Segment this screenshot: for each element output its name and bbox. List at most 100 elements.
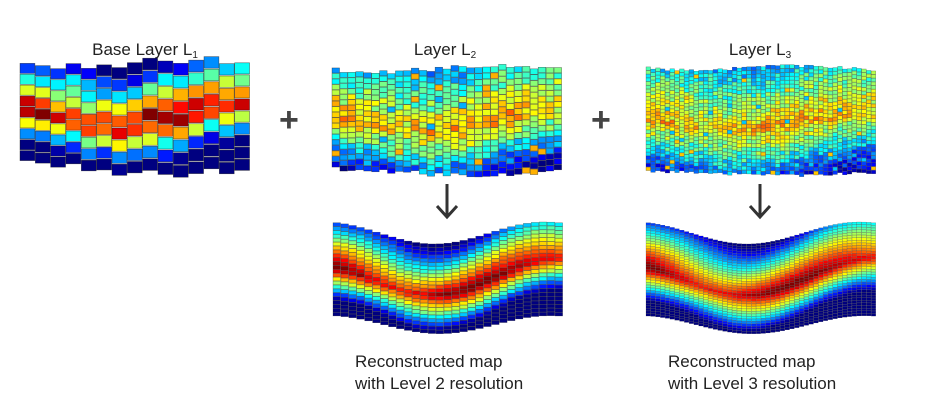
map-cell [780, 320, 785, 324]
map-cell [842, 275, 848, 278]
map-cell [799, 292, 805, 296]
map-cell [871, 240, 876, 244]
map-cell [861, 253, 867, 256]
map-cell [827, 233, 833, 236]
map-cell [650, 259, 656, 263]
map-cell [751, 74, 757, 79]
map-cell [693, 234, 699, 237]
map-cell [669, 105, 675, 109]
map-cell [813, 132, 819, 137]
map-cell [458, 96, 467, 103]
map-cell [708, 315, 713, 319]
map-cell [751, 109, 757, 113]
map-cell [712, 91, 718, 96]
map-cell [459, 301, 468, 306]
map-cell [736, 79, 742, 84]
map-cell [789, 280, 795, 283]
map-cell [832, 303, 838, 306]
map-cell [775, 319, 781, 322]
map-cell [827, 227, 833, 231]
map-cell [794, 234, 800, 238]
map-cell [708, 308, 713, 311]
map-cell [669, 90, 675, 95]
map-cell [396, 250, 405, 255]
map-cell [499, 260, 508, 265]
map-cell [545, 119, 554, 126]
map-cell [530, 68, 539, 75]
map-cell [669, 101, 675, 106]
map-cell [827, 272, 833, 276]
map-cell [827, 280, 833, 284]
map-cell [669, 247, 675, 251]
map-cell [650, 109, 656, 114]
map-cell [866, 122, 872, 126]
map-cell [65, 119, 82, 131]
map-cell [507, 250, 516, 255]
map-cell [765, 292, 771, 296]
map-cell [803, 68, 809, 73]
map-cell [861, 305, 867, 309]
map-cell [818, 298, 824, 301]
map-cell [866, 133, 872, 137]
map-cell [712, 264, 718, 268]
map-cell [784, 88, 790, 93]
map-cell [403, 110, 412, 116]
map-cell [861, 227, 867, 230]
map-cell [751, 328, 757, 332]
map-cell [861, 242, 867, 246]
map-cell [173, 165, 189, 178]
map-cell [515, 287, 524, 292]
map-cell [674, 150, 680, 155]
map-cell [703, 161, 709, 166]
map-cell [482, 127, 491, 134]
map-cell [531, 234, 540, 239]
map-cell [688, 127, 694, 132]
map-cell [427, 311, 436, 315]
map-cell [746, 97, 752, 102]
map-cell [684, 309, 690, 313]
map-cell [127, 161, 143, 174]
map-cell [650, 94, 656, 99]
map-cell [866, 136, 872, 141]
map-cell [435, 326, 444, 331]
map-cell [698, 110, 704, 115]
map-cell [871, 287, 876, 291]
map-cell [751, 143, 757, 148]
map-cell [823, 307, 828, 311]
map-cell [443, 261, 452, 266]
map-cell [665, 310, 670, 314]
map-cell [669, 232, 675, 236]
map-cell [379, 103, 388, 110]
map-cell [655, 156, 661, 160]
map-cell [871, 310, 876, 314]
map-cell [813, 299, 819, 303]
map-cell [779, 158, 785, 163]
map-cell [340, 235, 349, 240]
map-cell [827, 290, 833, 294]
map-cell [411, 142, 420, 149]
map-cell [741, 158, 747, 163]
map-cell [157, 86, 174, 99]
map-cell [674, 271, 680, 275]
map-cell [837, 281, 843, 284]
map-cell [727, 152, 733, 157]
map-cell [727, 167, 733, 172]
map-cell [693, 89, 699, 94]
map-cell [712, 80, 718, 85]
map-cell [827, 102, 833, 107]
map-cell [818, 69, 824, 74]
map-cell [804, 309, 809, 313]
map-cell [732, 278, 737, 281]
map-cell [866, 99, 872, 104]
map-cell [770, 312, 776, 315]
map-cell [655, 159, 661, 164]
map-cell [660, 315, 666, 318]
map-cell [818, 274, 824, 278]
map-cell [756, 263, 761, 266]
map-cell [546, 284, 555, 289]
map-cell [499, 267, 508, 272]
map-cell [396, 325, 405, 329]
map-cell [751, 326, 757, 329]
map-cell [372, 277, 381, 282]
map-cell [388, 304, 397, 309]
